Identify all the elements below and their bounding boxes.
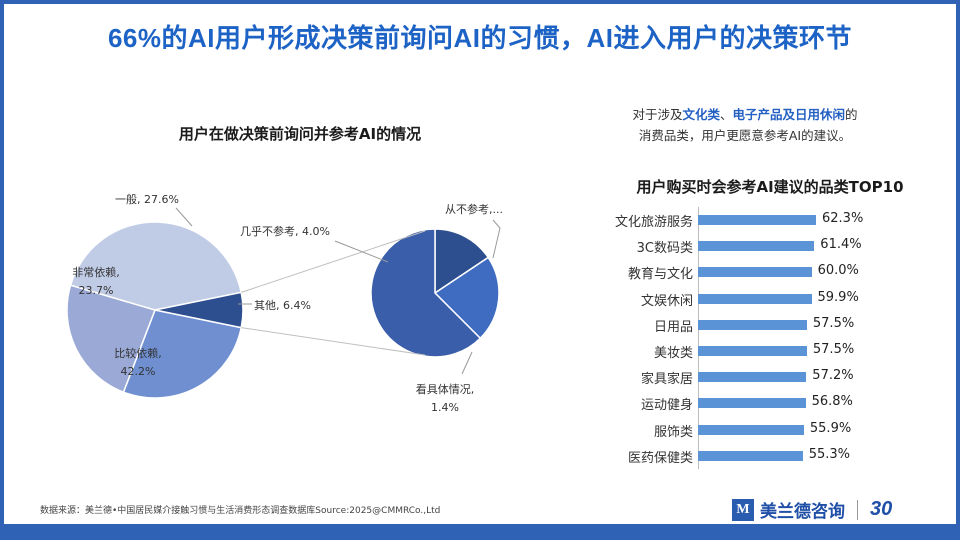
bar-category-label: 日用品	[653, 319, 693, 335]
bar-category-label: 医药保健类	[627, 450, 693, 466]
brand-logo: M 美兰德咨询 30	[732, 497, 892, 522]
bar-row: 文化旅游服务 62.3%	[580, 207, 940, 233]
pie-slice-3	[69, 221, 243, 311]
bar-row: 运动健身 56.8%	[580, 390, 940, 416]
note-highlight-electronics: 电子产品及日用休闲	[732, 107, 846, 122]
bar-value-label: 57.5%	[812, 342, 855, 357]
bar-value-label: 60.0%	[817, 263, 859, 279]
bar-value-label: 55.3%	[808, 446, 850, 462]
leader-depends	[461, 351, 473, 375]
connector-line-top	[241, 230, 426, 293]
bar	[698, 346, 807, 356]
bar-row: 教育与文化 60.0%	[580, 259, 940, 285]
bar	[698, 424, 804, 435]
bar-value-label: 55.9%	[809, 420, 852, 436]
bar-row: 医药保健类 55.3%	[580, 443, 940, 469]
connector-line-bottom	[241, 327, 426, 356]
bar-chart-title: 用户购买时会参考AI建议的品类TOP10	[636, 178, 904, 196]
bar	[698, 372, 807, 383]
bar-row: 文娱休闲 59.9%	[580, 286, 940, 312]
note-line2: 消费品类，用户更愿意参考AI的建议。	[638, 128, 852, 143]
bar-value-label: 56.8%	[811, 394, 853, 410]
bar-category-label: 美妆类	[653, 346, 693, 361]
bar-category-label: 3C数码类	[636, 241, 693, 257]
bar-category-label: 文化旅游服务	[614, 215, 693, 230]
bar-axis-line	[698, 207, 699, 469]
brand-name: 美兰德咨询	[760, 502, 845, 522]
note-highlight-culture: 文化类	[682, 107, 720, 122]
bar-chart: 文化旅游服务 62.3% 3C数码类 61.4% 教育与文化 60.0% 文娱休闲 59.9%…	[580, 207, 940, 472]
sub-pie-slice-1	[370, 228, 482, 358]
anniversary-badge: 30	[870, 498, 893, 520]
leader-rarely	[334, 240, 389, 263]
bar-category-label: 文娱休闲	[640, 293, 693, 309]
bar-value-label: 57.2%	[812, 368, 854, 384]
label-never: 从不参考,...	[445, 202, 503, 216]
bar	[698, 450, 803, 461]
label-depends-line1: 看具体情况,	[416, 382, 475, 396]
pie-slice-4	[154, 291, 244, 329]
note-separator: 、	[719, 107, 733, 122]
data-source: 数据来源：美兰德•中国居民媒介接触习惯与生活消费形态调查数据库Source:20…	[40, 506, 441, 516]
bar	[698, 241, 815, 252]
bar-row: 3C数码类 61.4%	[580, 233, 940, 259]
bar	[698, 319, 807, 330]
bar-category-label: 服饰类	[653, 424, 693, 440]
bar-value-label: 61.4%	[820, 237, 862, 253]
label-very-line2: 23.7%	[79, 284, 114, 297]
label-fairly-line2: 42.2%	[121, 365, 156, 378]
leader-never	[492, 219, 501, 259]
bar-row: 服饰类 55.9%	[580, 417, 940, 443]
bar	[698, 293, 812, 304]
label-depends-line2: 1.4%	[431, 401, 459, 414]
bar	[698, 267, 812, 278]
sub-pie-slice-3	[433, 256, 500, 340]
bar-category-label: 运动健身	[640, 398, 693, 414]
label-rarely: 几乎不参考, 4.0%	[240, 224, 330, 238]
pie-slice-1	[122, 309, 243, 399]
label-fairly-line1: 比较依赖,	[114, 346, 162, 360]
sub-pie-slice-2	[434, 228, 490, 295]
insight-note: 对于涉及文化类、电子产品及日用休闲的 消费品类，用户更愿意参考AI的建议。	[585, 104, 905, 146]
bar-value-label: 57.5%	[812, 315, 855, 331]
page-title: 66%的AI用户形成决策前询问AI的习惯，AI进入用户的决策环节	[107, 23, 853, 53]
bar-value-label: 59.9%	[817, 289, 859, 305]
pie-slice-2	[66, 284, 156, 394]
bar-row: 日用品 57.5%	[580, 312, 940, 338]
label-general: 一般, 27.6%	[115, 193, 179, 206]
bar	[698, 215, 816, 225]
bar-value-label: 62.3%	[822, 211, 864, 226]
note-prefix: 对于涉及	[632, 107, 683, 122]
bar-row: 美妆类 57.5%	[580, 338, 940, 364]
leader-general	[175, 207, 193, 227]
bar-category-label: 教育与文化	[627, 267, 693, 283]
bar-category-label: 家具家居	[640, 372, 693, 388]
brand-mark-icon: M	[732, 498, 754, 521]
bar	[698, 398, 806, 409]
label-other: 其他, 6.4%	[254, 299, 311, 312]
bar-row: 家具家居 57.2%	[580, 364, 940, 390]
note-suffix: 的	[845, 107, 858, 122]
label-very-line1: 非常依赖,	[72, 266, 120, 279]
pie-chart-title: 用户在做决策前询问并参考AI的情况	[178, 125, 422, 143]
brand-divider	[857, 499, 858, 520]
